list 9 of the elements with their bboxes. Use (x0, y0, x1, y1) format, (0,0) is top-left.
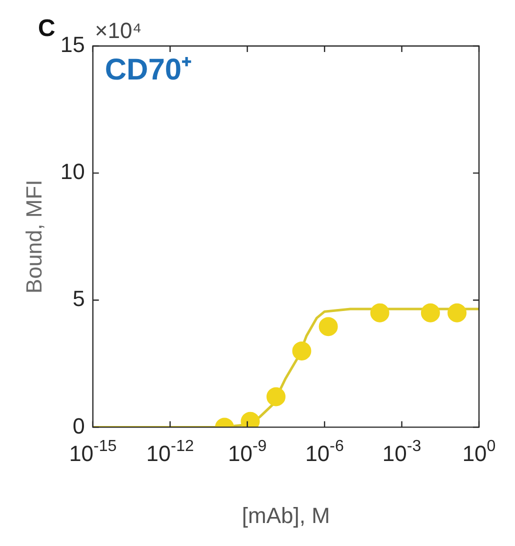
y-axis-title: Bound, MFI (21, 180, 46, 294)
y-tick-label: 15 (60, 32, 85, 58)
y-tick-label: 5 (72, 286, 85, 312)
y-tick-label: 10 (60, 159, 85, 184)
text: C (38, 15, 56, 42)
text: ×10⁴ (94, 18, 142, 43)
y-tick-label: 0 (72, 413, 85, 438)
chart-title: CD70⁺ (104, 53, 192, 86)
x-axis-title: [mAb], M (242, 502, 330, 528)
